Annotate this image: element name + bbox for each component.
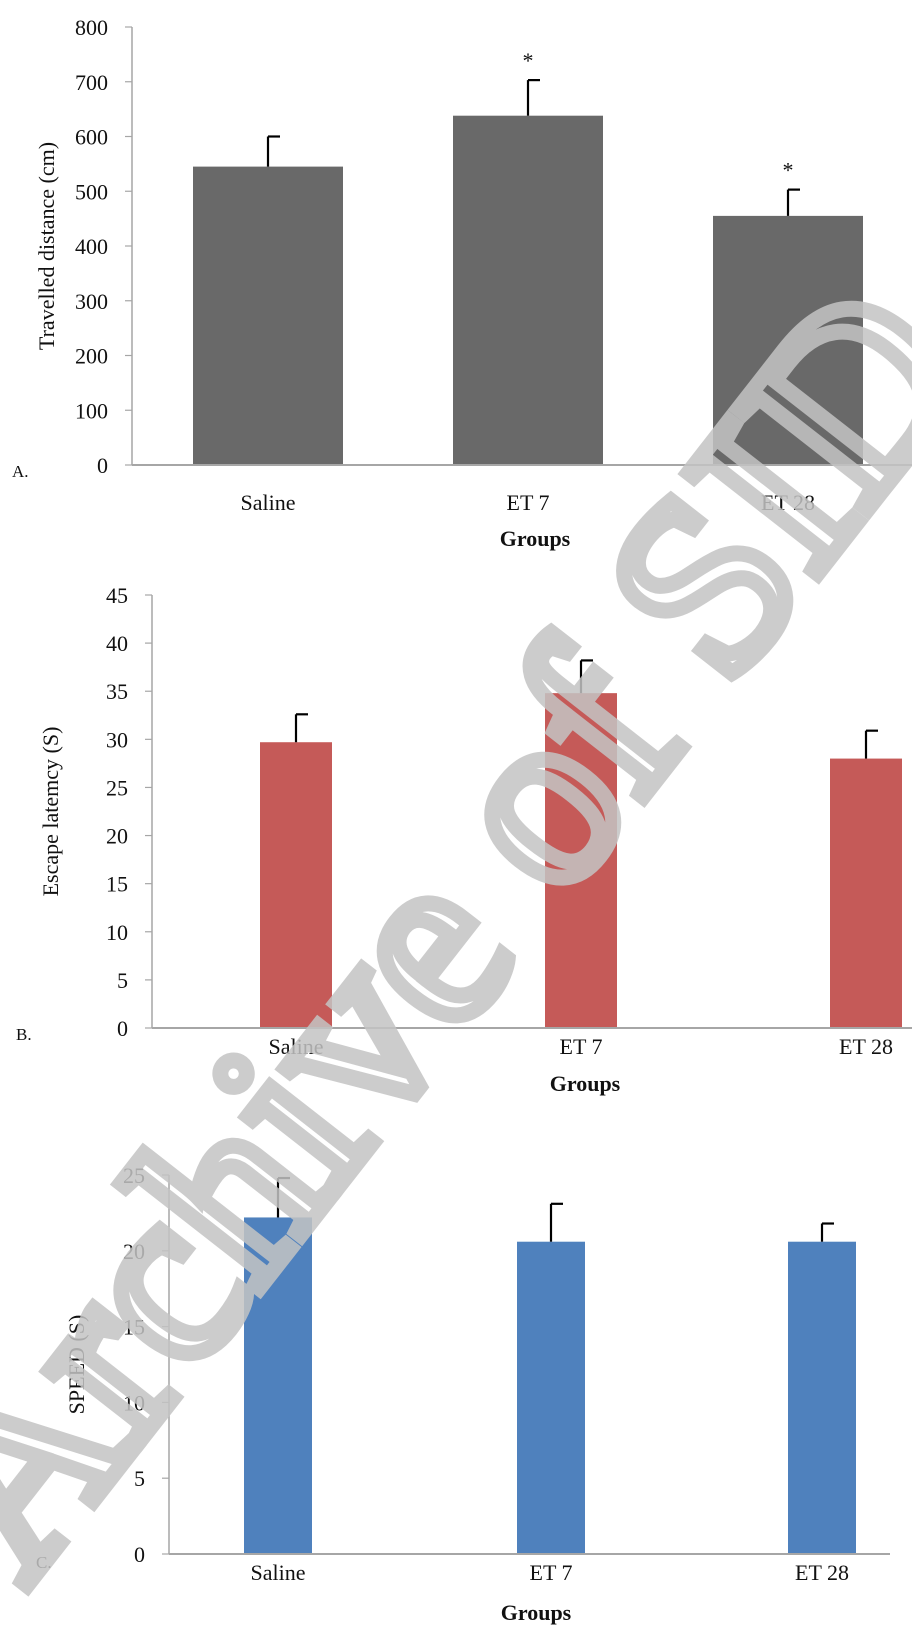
bar-et-7 <box>453 115 603 465</box>
y-tick-label: 500 <box>75 179 108 204</box>
y-tick-label: 30 <box>106 727 128 752</box>
x-tick-label: ET 7 <box>530 1560 573 1585</box>
bar-et-7 <box>517 1241 585 1554</box>
y-tick-label: 200 <box>75 344 108 369</box>
x-tick-label: Saline <box>241 490 296 515</box>
y-tick-label: 400 <box>75 234 108 259</box>
chart-panel-2: 0 5 10 15 20 25 Saline ET 7 ET 28 Groups SPEED (S)… <box>36 1163 890 1625</box>
x-axis-title: Groups <box>501 1600 572 1625</box>
panel-label: C. <box>36 1553 52 1572</box>
y-tick-label: 10 <box>123 1390 145 1415</box>
panel-label: A. <box>12 462 29 481</box>
y-tick-label: 0 <box>117 1016 128 1041</box>
significance-marker: * <box>783 158 794 183</box>
y-tick-label: 20 <box>123 1239 145 1264</box>
y-tick-label: 100 <box>75 398 108 423</box>
y-axis-title: Travelled distance (cm) <box>34 142 59 350</box>
y-tick-label: 600 <box>75 125 108 150</box>
y-tick-label: 15 <box>106 872 128 897</box>
y-tick-label: 10 <box>106 920 128 945</box>
y-tick-label: 20 <box>106 824 128 849</box>
y-tick-label: 5 <box>117 968 128 993</box>
bar-et-28 <box>830 758 902 1028</box>
y-tick-label: 0 <box>97 453 108 478</box>
y-axis-title: SPEED (S) <box>64 1315 89 1415</box>
y-tick-label: 15 <box>123 1315 145 1340</box>
x-axis-title: Groups <box>500 526 571 551</box>
y-tick-label: 700 <box>75 70 108 95</box>
y-axis-title: Escape latemcy (S) <box>38 727 63 897</box>
panel-label: B. <box>16 1025 32 1044</box>
x-tick-label: Saline <box>269 1034 324 1059</box>
y-tick-label: 40 <box>106 631 128 656</box>
y-tick-label: 25 <box>123 1163 145 1188</box>
x-axis-title: Groups <box>550 1071 621 1096</box>
y-tick-label: 25 <box>106 775 128 800</box>
bar-et-28 <box>788 1241 856 1554</box>
x-tick-label: ET 28 <box>839 1034 893 1059</box>
y-tick-label: 35 <box>106 679 128 704</box>
y-tick-label: 45 <box>106 583 128 608</box>
y-tick-label: 300 <box>75 289 108 314</box>
x-tick-label: Saline <box>251 1560 306 1585</box>
y-tick-label: 5 <box>134 1466 145 1491</box>
bar-saline <box>244 1217 312 1554</box>
chart-panel-0: 0 100 200 300 400 500 600 700 800 Saline * ET 7 * ET … <box>12 15 912 551</box>
x-tick-label: ET 7 <box>560 1034 603 1059</box>
bar-et-7 <box>545 693 617 1028</box>
x-tick-label: ET 7 <box>507 490 550 515</box>
bar-et-28 <box>713 215 863 465</box>
x-tick-label: ET 28 <box>795 1560 849 1585</box>
chart-panel-1: 0 5 10 15 20 25 30 35 40 45 Saline ET 7 ET 28 Groups E… <box>16 583 912 1096</box>
x-tick-label: ET 28 <box>761 490 815 515</box>
bar-saline <box>193 166 343 466</box>
significance-marker: * <box>523 48 534 73</box>
y-tick-label: 800 <box>75 15 108 40</box>
bar-saline <box>260 742 332 1028</box>
y-tick-label: 0 <box>134 1542 145 1567</box>
